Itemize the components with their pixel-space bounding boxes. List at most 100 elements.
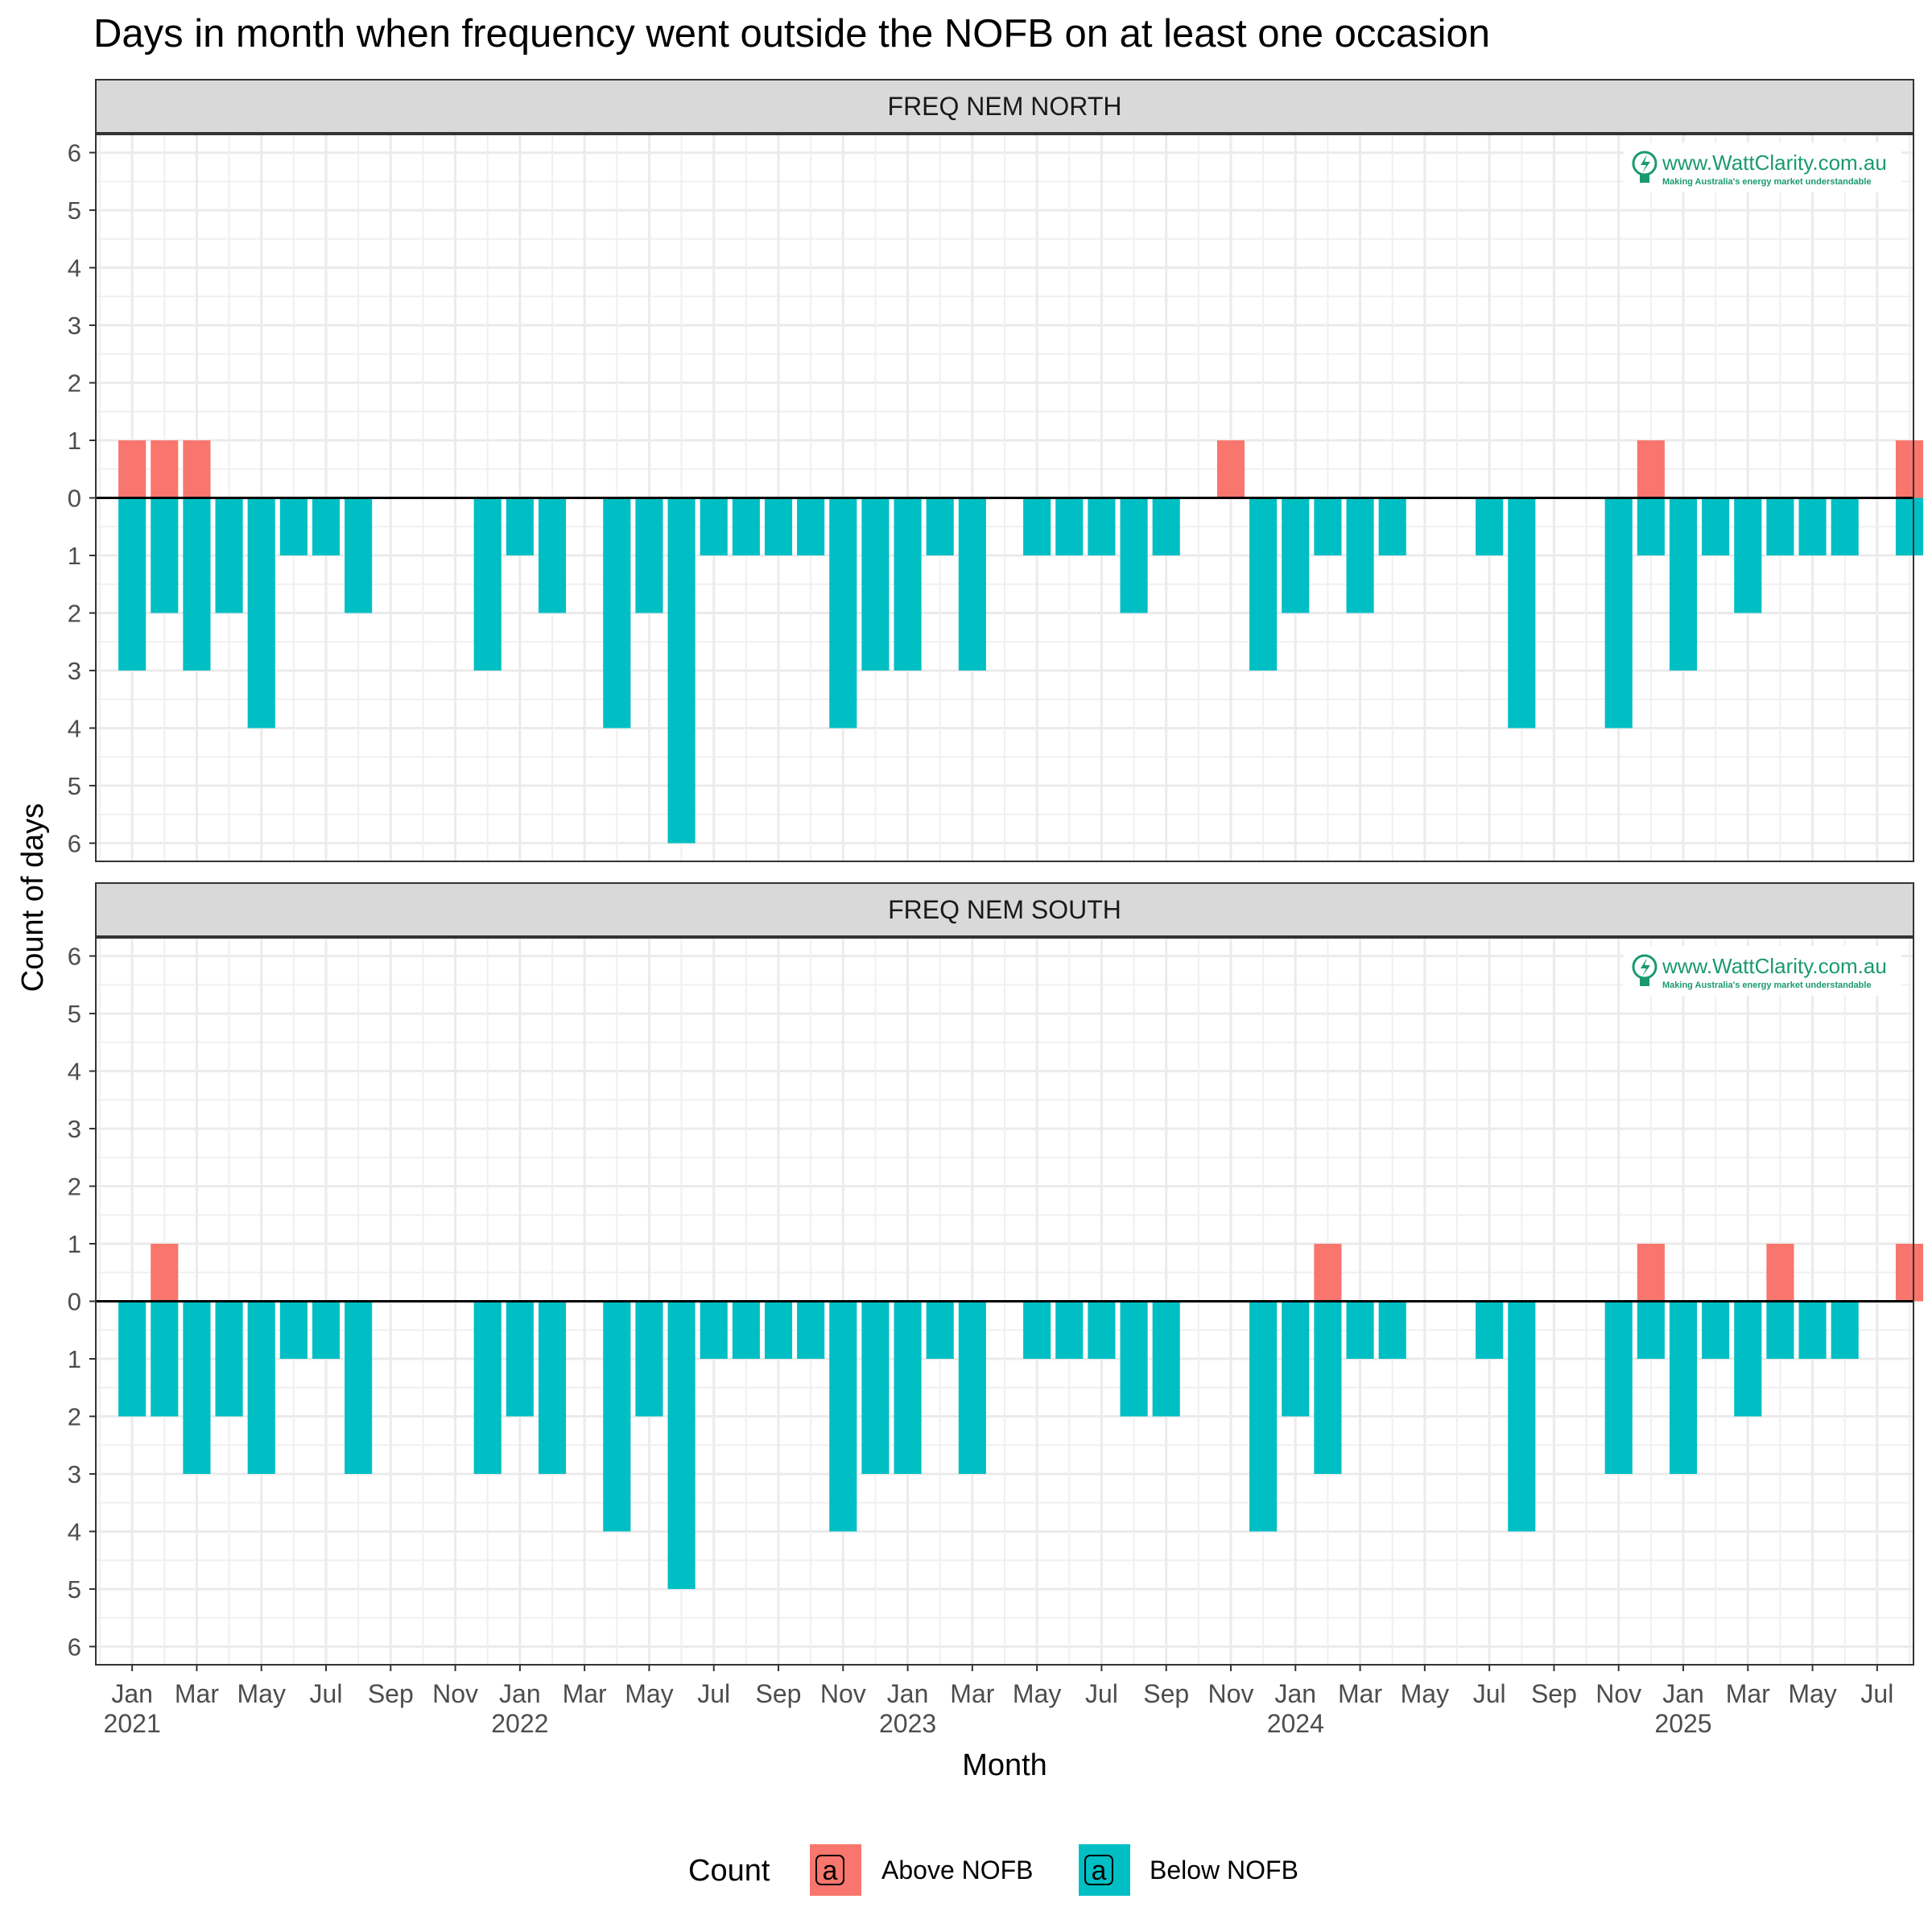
bar-below-nofb <box>603 1301 631 1532</box>
bar-below-nofb <box>1088 497 1116 555</box>
x-tick-label: Jul <box>697 1679 730 1708</box>
bar-below-nofb <box>1895 497 1924 555</box>
bar-below-nofb <box>506 1301 534 1417</box>
bar-below-nofb <box>118 497 147 671</box>
legend-key-above-glyph: a <box>823 1856 838 1886</box>
bar-below-nofb <box>183 497 211 671</box>
legend-key-above-glyph-box <box>815 1855 844 1885</box>
y-tick-label: 1 <box>68 1230 81 1258</box>
bar-below-nofb <box>1055 497 1084 555</box>
watermark-background <box>1624 946 1901 996</box>
bar-below-nofb <box>247 497 275 729</box>
watermark-url: www.WattClarity.com.au <box>1662 954 1887 978</box>
y-tick-label: 6 <box>68 139 81 167</box>
bar-below-nofb <box>1249 1301 1278 1532</box>
bar-above-nofb <box>1216 440 1245 498</box>
bar-below-nofb <box>1314 1301 1342 1474</box>
y-tick-label: 6 <box>68 1633 81 1661</box>
y-tick-label: 5 <box>68 196 81 225</box>
bar-below-nofb <box>1378 1301 1406 1359</box>
bar-above-nofb <box>151 440 179 498</box>
y-tick-label: 1 <box>68 542 81 570</box>
bar-below-nofb <box>958 1301 986 1474</box>
bar-below-nofb <box>1152 1301 1180 1417</box>
bar-below-nofb <box>894 497 922 671</box>
facet-label: FREQ NEM NORTH <box>888 92 1122 121</box>
x-tick-label: Nov <box>1596 1679 1641 1708</box>
x-tick-label: Nov <box>1208 1679 1254 1708</box>
bar-below-nofb <box>1346 497 1374 613</box>
bar-below-nofb <box>861 1301 890 1474</box>
y-tick-label: 3 <box>68 1115 81 1143</box>
bar-below-nofb <box>926 1301 954 1359</box>
bar-below-nofb <box>764 497 793 555</box>
bar-below-nofb <box>1637 497 1665 555</box>
bar-below-nofb <box>1088 1301 1116 1359</box>
bar-below-nofb <box>829 1301 857 1532</box>
bar-below-nofb <box>247 1301 275 1474</box>
bar-below-nofb <box>603 497 631 729</box>
bar-below-nofb <box>215 497 243 613</box>
x-tick-label: Jul <box>1085 1679 1118 1708</box>
bar-below-nofb <box>1734 497 1762 613</box>
bar-below-nofb <box>538 1301 567 1474</box>
bar-below-nofb <box>1055 1301 1084 1359</box>
lightning-bolt-icon <box>1641 155 1650 173</box>
legend: Count a Above NOFB a Below NOFB <box>688 1844 1298 1896</box>
x-tick-label: Sep <box>368 1679 414 1708</box>
bar-below-nofb <box>279 497 308 555</box>
bar-below-nofb <box>1766 1301 1794 1359</box>
x-tick-label: Mar <box>175 1679 219 1708</box>
bar-below-nofb <box>1798 1301 1827 1359</box>
lightning-bolt-icon <box>1641 958 1650 976</box>
x-tick-label: Mar <box>1726 1679 1770 1708</box>
bar-below-nofb <box>1734 1301 1762 1417</box>
bar-below-nofb <box>279 1301 308 1359</box>
bar-below-nofb <box>345 497 373 613</box>
bar-above-nofb <box>1766 1244 1794 1302</box>
bar-below-nofb <box>829 497 857 729</box>
bar-below-nofb <box>151 1301 179 1417</box>
y-tick-label: 0 <box>68 1288 81 1316</box>
bar-below-nofb <box>1023 1301 1051 1359</box>
legend-key-below <box>1079 1844 1130 1896</box>
bar-below-nofb <box>1120 1301 1148 1417</box>
bar-below-nofb <box>1282 1301 1310 1417</box>
x-tick-label: Mar <box>1338 1679 1382 1708</box>
bar-below-nofb <box>506 497 534 555</box>
bar-below-nofb <box>345 1301 373 1474</box>
legend-key-below-glyph: a <box>1092 1856 1107 1886</box>
bar-below-nofb <box>118 1301 147 1417</box>
bar-below-nofb <box>1669 497 1698 671</box>
y-tick-label: 3 <box>68 1460 81 1488</box>
x-tick-label: Jul <box>1473 1679 1506 1708</box>
lightbulb-icon-base <box>1640 175 1649 183</box>
y-tick-label: 2 <box>68 1173 81 1201</box>
legend-key-below-glyph-box <box>1084 1855 1113 1885</box>
bar-below-nofb <box>1314 497 1342 555</box>
x-tick-year-label: 2024 <box>1267 1709 1324 1738</box>
bar-below-nofb <box>1669 1301 1698 1474</box>
bar-above-nofb <box>1895 440 1924 498</box>
bar-below-nofb <box>538 497 567 613</box>
x-tick-label: Nov <box>432 1679 478 1708</box>
bar-below-nofb <box>635 497 663 613</box>
x-tick-label: Mar <box>563 1679 607 1708</box>
bar-above-nofb <box>183 440 211 498</box>
x-tick-year-label: 2022 <box>491 1709 548 1738</box>
y-tick-label: 3 <box>68 312 81 340</box>
x-tick-label: Nov <box>820 1679 866 1708</box>
y-tick-label: 4 <box>68 714 81 742</box>
bar-below-nofb <box>1120 497 1148 613</box>
bar-below-nofb <box>1798 497 1827 555</box>
bar-below-nofb <box>764 1301 793 1359</box>
bar-below-nofb <box>1766 497 1794 555</box>
y-tick-label: 2 <box>68 1402 81 1430</box>
bar-below-nofb <box>894 1301 922 1474</box>
bar-below-nofb <box>1604 1301 1633 1474</box>
x-axis-title: Month <box>962 1748 1047 1782</box>
x-tick-year-label: 2025 <box>1654 1709 1711 1738</box>
bar-above-nofb <box>1637 440 1665 498</box>
y-tick-label: 0 <box>68 485 81 513</box>
x-tick-label: Jan <box>499 1679 541 1708</box>
